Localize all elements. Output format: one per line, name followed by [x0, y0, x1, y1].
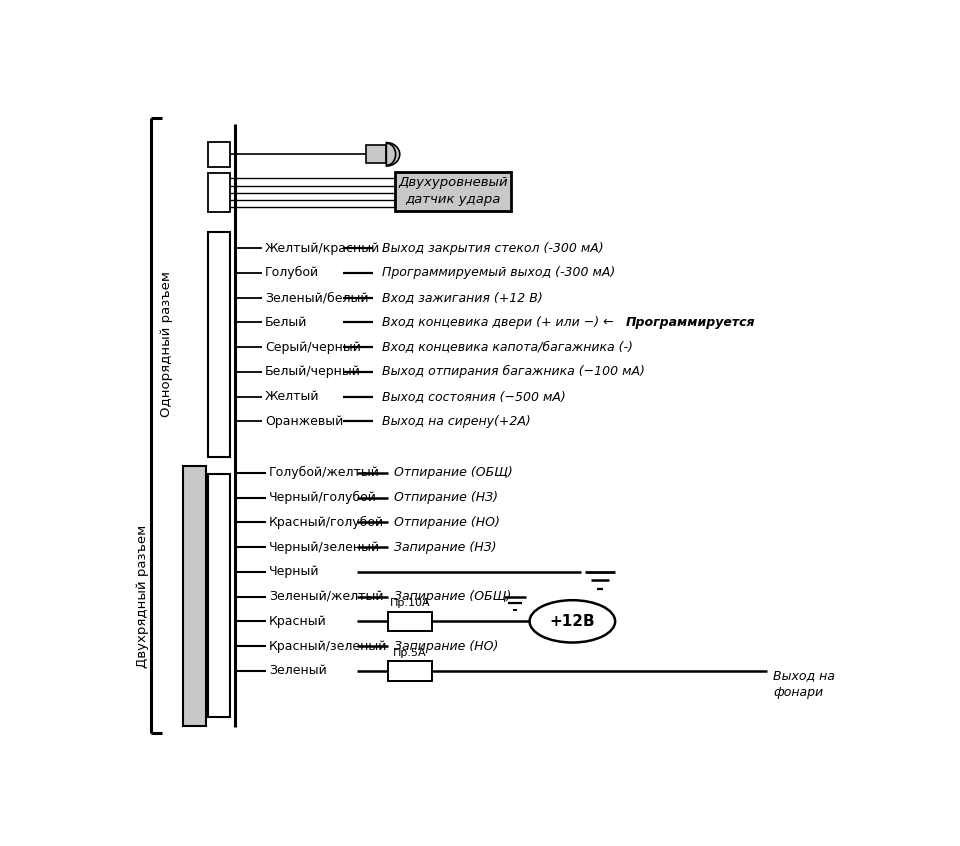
Text: Однорядный разъем: Однорядный разъем	[159, 272, 173, 417]
Text: Вход концевика двери (+ или −) ←: Вход концевика двери (+ или −) ←	[382, 316, 617, 329]
Text: Вход концевика капота/багажника (-): Вход концевика капота/багажника (-)	[382, 341, 633, 354]
Text: Черный: Черный	[269, 565, 320, 579]
Text: Выход на
фонари: Выход на фонари	[773, 669, 835, 699]
Text: Запирание (НЗ): Запирание (НЗ)	[394, 541, 496, 553]
Bar	[388, 612, 432, 631]
Text: Зеленый/белый: Зеленый/белый	[265, 291, 369, 304]
Bar	[396, 172, 511, 211]
Text: Желтый: Желтый	[265, 390, 320, 403]
Text: Выход состояния (−500 мА): Выход состояния (−500 мА)	[382, 390, 565, 403]
Text: Запирание (ОБЩ): Запирание (ОБЩ)	[394, 591, 511, 603]
Text: Черный/голубой: Черный/голубой	[269, 491, 376, 504]
Text: Пр.5А: Пр.5А	[394, 648, 427, 658]
Bar	[207, 142, 230, 167]
Bar	[388, 661, 432, 681]
Text: Запирание (НО): Запирание (НО)	[394, 640, 498, 652]
Text: Оранжевый: Оранжевый	[265, 415, 344, 428]
Text: Белый: Белый	[265, 316, 307, 329]
Bar	[207, 173, 230, 212]
Text: Зеленый: Зеленый	[269, 664, 326, 678]
Ellipse shape	[530, 600, 615, 642]
Text: Белый/черный: Белый/черный	[265, 365, 361, 378]
Text: Отпирание (ОБЩ): Отпирание (ОБЩ)	[394, 466, 513, 480]
Text: Двухуровневый
датчик удара: Двухуровневый датчик удара	[398, 177, 508, 206]
Text: Голубой/желтый: Голубой/желтый	[269, 466, 379, 480]
Wedge shape	[386, 143, 399, 166]
Text: Программируется: Программируется	[626, 316, 756, 329]
Text: Выход отпирания багажника (−100 мА): Выход отпирания багажника (−100 мА)	[382, 365, 645, 378]
Text: Красный/зеленый: Красный/зеленый	[269, 640, 387, 652]
Bar	[366, 146, 386, 163]
Text: Программируемый выход (-300 мА): Программируемый выход (-300 мА)	[382, 266, 615, 279]
Text: Зеленый/желтый: Зеленый/желтый	[269, 591, 383, 603]
Text: Отпирание (НО): Отпирание (НО)	[394, 516, 499, 529]
Bar	[183, 466, 205, 726]
Text: Серый/черный: Серый/черный	[265, 341, 361, 354]
Text: Двухрядный разъем: Двухрядный разъем	[135, 525, 149, 667]
Text: Черный/зеленый: Черный/зеленый	[269, 541, 380, 553]
Text: Отпирание (НЗ): Отпирание (НЗ)	[394, 491, 498, 504]
Text: Вход зажигания (+12 В): Вход зажигания (+12 В)	[382, 291, 542, 304]
Text: Выход закрытия стекол (-300 мА): Выход закрытия стекол (-300 мА)	[382, 242, 604, 255]
Text: Пр.10А: Пр.10А	[390, 598, 430, 608]
Text: Желтый/красный: Желтый/красный	[265, 242, 380, 255]
Text: Красный/голубой: Красный/голубой	[269, 516, 384, 529]
Bar	[207, 232, 230, 457]
Text: Голубой: Голубой	[265, 266, 320, 279]
Text: Выход на сирену(+2А): Выход на сирену(+2А)	[382, 415, 531, 428]
Bar	[207, 474, 230, 717]
Text: +12В: +12В	[549, 614, 595, 629]
Text: Красный: Красный	[269, 615, 326, 628]
